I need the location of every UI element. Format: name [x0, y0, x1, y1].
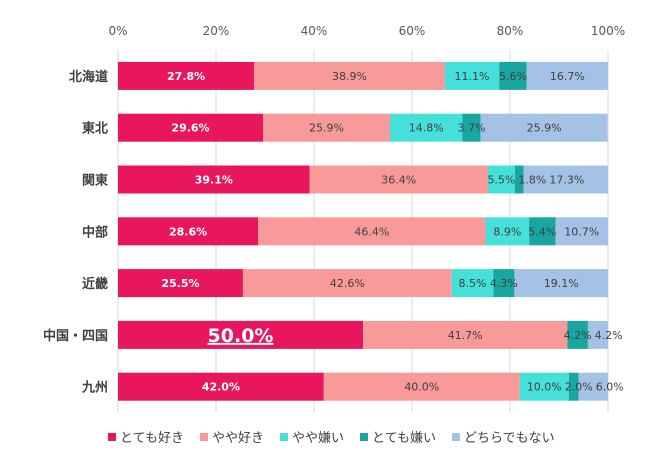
bar-segment	[242, 269, 452, 298]
bar-segment	[118, 113, 264, 142]
category-label: 中部	[82, 224, 108, 240]
bar-segment	[526, 61, 608, 90]
bar-segment	[487, 165, 515, 194]
bar-segment	[389, 113, 463, 142]
bar-segment	[567, 320, 588, 349]
category-label: 東北	[82, 121, 108, 137]
data-label: 1.8%	[518, 174, 546, 187]
bar-segment	[118, 61, 255, 90]
bar-segment	[462, 113, 481, 142]
data-label: 6.0%	[596, 381, 624, 394]
bar-segment	[118, 372, 324, 401]
bar-segment	[323, 372, 520, 401]
data-label: 14.8%	[409, 122, 444, 135]
bar-segment	[480, 113, 608, 142]
data-label: 17.3%	[549, 174, 584, 187]
data-label: 3.7%	[458, 122, 486, 135]
data-label: 42.0%	[202, 381, 240, 394]
x-tick-label: 60%	[399, 24, 426, 38]
data-label: 2.0%	[565, 381, 593, 394]
legend-label: やや嫌い	[292, 431, 344, 446]
data-label: 39.1%	[195, 174, 233, 187]
bar-segment	[519, 372, 569, 401]
data-label: 29.6%	[171, 122, 209, 135]
legend-swatch	[199, 433, 208, 441]
bar-segment	[444, 61, 500, 90]
data-label: 46.4%	[354, 225, 389, 238]
data-label: 10.7%	[564, 225, 599, 238]
category-label: 関東	[82, 173, 108, 189]
data-label: 27.8%	[167, 70, 205, 83]
bar-segment	[578, 372, 608, 401]
legend-label: どちらでもない	[464, 431, 555, 446]
data-label: 5.5%	[487, 174, 515, 187]
data-label: 41.7%	[448, 329, 483, 342]
bar-segment	[258, 217, 486, 246]
bar-segment	[523, 165, 608, 194]
legend-swatch	[279, 433, 288, 441]
bar-segment	[118, 165, 310, 194]
bar-segment	[514, 165, 524, 194]
bar-segment	[587, 320, 608, 349]
bar-segment	[493, 269, 515, 298]
legend-swatch	[451, 433, 460, 441]
x-tick-label: 100%	[591, 24, 625, 38]
bar-segment	[309, 165, 488, 194]
data-label: 5.4%	[528, 225, 556, 238]
x-tick-label: 0%	[108, 24, 127, 38]
data-label: 25.9%	[309, 122, 344, 135]
legend-swatch	[360, 433, 368, 441]
legend-label: やや好き	[212, 431, 264, 446]
data-label: 36.4%	[381, 174, 416, 187]
legend-swatch	[108, 433, 116, 441]
bar-segment	[529, 217, 556, 246]
data-label: 10.0%	[527, 381, 562, 394]
data-label: 8.9%	[493, 225, 521, 238]
data-label: 40.0%	[404, 381, 439, 394]
bar-segment	[451, 269, 494, 298]
data-label: 4.2%	[564, 329, 592, 342]
legend-label: とても好き	[120, 431, 184, 446]
bar-segment	[118, 217, 259, 246]
data-label: 8.5%	[459, 277, 487, 290]
x-tick-label: 20%	[203, 24, 230, 38]
bar-segment	[118, 269, 243, 298]
data-label: 11.1%	[455, 70, 490, 83]
bar-segment	[363, 320, 568, 349]
data-label: 38.9%	[332, 70, 367, 83]
data-label: 16.7%	[550, 70, 585, 83]
data-label: 19.1%	[544, 277, 579, 290]
category-label: 近畿	[82, 276, 108, 292]
x-tick-label: 80%	[497, 24, 524, 38]
bar-segment	[568, 372, 579, 401]
x-tick-label: 40%	[301, 24, 328, 38]
bar-segment	[485, 217, 530, 246]
data-label: 25.5%	[161, 277, 199, 290]
bar-segment	[263, 113, 390, 142]
bar-segment	[555, 217, 608, 246]
data-label: 25.9%	[527, 122, 562, 135]
data-label: 42.6%	[330, 277, 365, 290]
data-label: 4.2%	[595, 329, 623, 342]
category-label: 北海道	[69, 69, 108, 85]
category-label: 中国・四国	[43, 328, 108, 344]
bar-segment	[254, 61, 445, 90]
category-label: 九州	[81, 381, 108, 396]
bar-segment	[499, 61, 527, 90]
bar-segment	[514, 269, 608, 298]
bar-segment	[118, 320, 363, 349]
data-label: 5.6%	[499, 70, 527, 83]
legend-label: とても嫌い	[372, 431, 436, 446]
data-label: 4.3%	[490, 277, 518, 290]
data-label: 50.0%	[208, 325, 274, 347]
data-label: 28.6%	[169, 225, 207, 238]
